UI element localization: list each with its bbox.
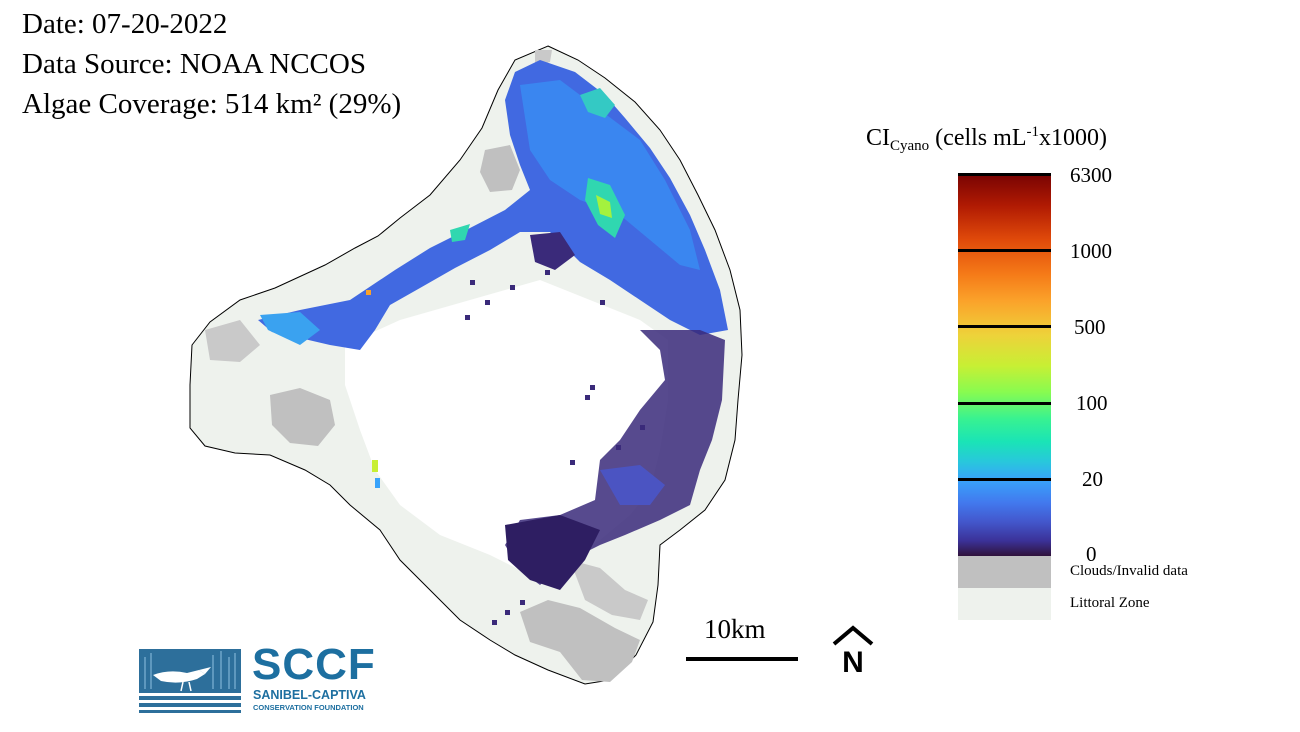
cloud-patch [480,145,520,192]
color-bar [958,175,1051,556]
cloud-patch [570,560,648,620]
north-label: N [842,646,864,679]
color-bar-tick-line [958,478,1051,481]
clouds-swatch [958,556,1051,588]
open-water-area [345,280,668,570]
algae-bloom-sparse [505,515,600,590]
algae-bloom-sparse [600,465,665,505]
logo-subtitle-1: SANIBEL-CAPTIVA [253,688,366,702]
littoral-swatch [958,588,1051,620]
legend-title-sup: -1 [1026,124,1039,140]
cloud-patch [270,388,335,446]
scale-bar-label: 10km [704,614,766,644]
legend-tick-20: 20 [1082,467,1103,491]
data-source-text: Data Source: NOAA NCCOS [22,48,366,80]
logo-name: SCCF [252,640,376,689]
algae-bloom-band [260,312,320,345]
cloud-patch [520,600,640,682]
legend-tick-500: 500 [1074,315,1106,339]
color-bar-tick-line [958,249,1051,252]
north-arrow-icon [832,625,874,646]
shore-algae-speck [366,290,371,295]
algae-bloom-sparse [530,232,575,270]
shore-algae-speck [372,460,378,472]
shore-algae-speck [375,478,380,488]
color-bar-tick-line [958,402,1051,405]
algae-bloom-hotspot [450,224,470,242]
legend-title-unit-post: x1000) [1038,125,1107,151]
clouds-label: Clouds/Invalid data [1070,563,1188,579]
littoral-label: Littoral Zone [1070,595,1150,611]
legend-tick-1000: 1000 [1070,239,1112,263]
logo-subtitle-2: CONSERVATION FOUNDATION [253,703,364,712]
sccf-logo-emblem [139,649,241,713]
algae-bloom-band [520,80,700,270]
cloud-patch [205,320,260,362]
legend-tick-0: 0 [1086,542,1097,566]
bird-icon [139,651,241,710]
algae-coverage-text: Algae Coverage: 514 km² (29%) [22,88,402,120]
legend-title: CICyano (cells mL-1x1000) [866,124,1107,155]
legend-tick-100: 100 [1076,391,1108,415]
algae-bloom-band [580,88,615,118]
color-bar-tick-line [958,325,1051,328]
scale-bar [686,657,798,661]
legend-title-unit-pre: (cells mL [929,125,1027,151]
algae-scatter-dots [465,270,645,625]
legend-title-sub: Cyano [890,138,930,154]
color-bar-tick-line [958,173,1051,176]
legend-tick-6300: 6300 [1070,163,1112,187]
date-text: Date: 07-20-2022 [22,8,228,40]
algae-bloom-hotspot [596,195,612,218]
legend-title-main: CI [866,125,890,151]
